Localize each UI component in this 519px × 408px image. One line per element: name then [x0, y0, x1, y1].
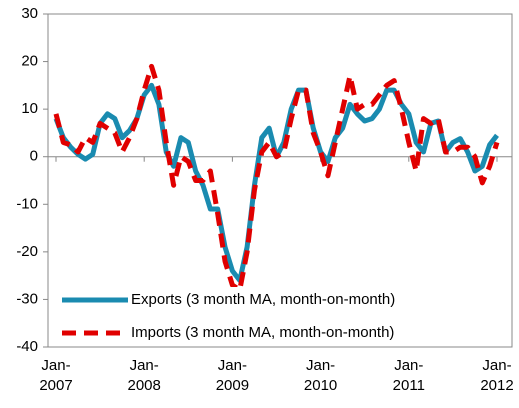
y-tick-label: -10	[16, 195, 38, 212]
legend-bg	[58, 320, 498, 346]
legend-bg	[58, 287, 498, 313]
series-line	[53, 82, 499, 283]
legend-label: Exports (3 month MA, month-on-month)	[131, 291, 395, 308]
x-tick-label: Jan- 2010	[303, 357, 338, 394]
y-tick-label: -30	[16, 290, 38, 307]
x-tick-label: Jan- 2012	[480, 357, 514, 394]
x-tick-label: Jan- 2008	[127, 357, 161, 394]
series-line	[53, 63, 500, 293]
y-tick-label: 20	[21, 53, 38, 70]
x-tick-label: Jan- 2007	[39, 357, 73, 394]
y-tick-label: 30	[21, 5, 38, 22]
plot-frame	[47, 13, 513, 348]
x-tick-label: Jan- 2011	[392, 357, 425, 394]
legend-label: Imports (3 month MA, month-on-month)	[131, 324, 394, 341]
x-tick-label: Jan- 2009	[215, 357, 250, 394]
y-tick-label: 10	[21, 100, 38, 117]
y-tick-label: -40	[16, 338, 38, 355]
y-tick-label: -20	[16, 243, 38, 260]
y-tick-label: 0	[30, 148, 38, 165]
